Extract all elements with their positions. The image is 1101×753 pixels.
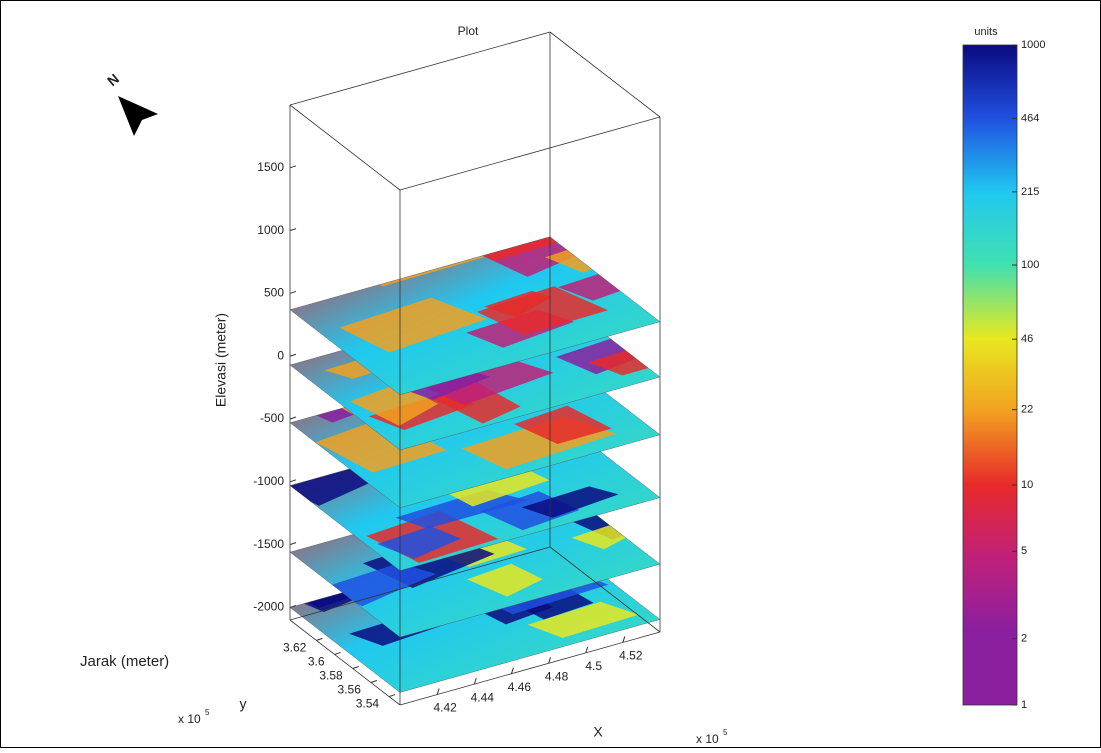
x-multiplier-exp: 5 <box>723 728 728 737</box>
y-multiplier: x 10 <box>178 712 201 726</box>
y-tick-label: 3.58 <box>319 669 343 683</box>
y-tick-label: 3.62 <box>283 641 307 655</box>
y-multiplier-exp: 5 <box>205 708 210 717</box>
colorbar-tick-label: 1000 <box>1021 39 1045 51</box>
colorbar-tick-label: 46 <box>1021 333 1033 345</box>
colorbar-tick-label: 2 <box>1021 633 1027 645</box>
z-tick-label: 1000 <box>257 223 284 237</box>
colorbar-tick-label: 215 <box>1021 186 1039 198</box>
x-tick-label: 4.46 <box>508 680 532 694</box>
x-tick-label: 4.52 <box>619 649 643 663</box>
z-tick-label: -1000 <box>253 474 284 488</box>
chart: Plot Elevasi (meter) Jarak (meter) y X x… <box>0 0 1101 748</box>
y-tick-label: 3.6 <box>308 655 325 669</box>
z-tick-label: 1500 <box>257 160 284 174</box>
colorbar-tick-label: 5 <box>1021 545 1027 557</box>
colorbar-tick-label: 22 <box>1021 404 1033 416</box>
x-tick-label: 4.44 <box>471 690 495 704</box>
z-tick-label: -2000 <box>253 600 284 614</box>
colorbar-tick-label: 1 <box>1021 699 1027 711</box>
z-tick-label: 500 <box>264 286 284 300</box>
y-axis-label: y <box>240 696 247 712</box>
x-tick-label: 4.48 <box>545 669 569 683</box>
z-tick-label: 0 <box>277 348 284 362</box>
x-tick-label: 4.5 <box>585 659 602 673</box>
colorbar-label: units <box>974 26 998 38</box>
colorbar <box>963 45 1017 705</box>
colorbar-tick-label: 100 <box>1021 259 1039 271</box>
x-multiplier: x 10 <box>696 732 719 746</box>
x-tick-label: 4.42 <box>433 701 457 715</box>
colorbar-tick-label: 464 <box>1021 112 1039 124</box>
z-axis-label: Elevasi (meter) <box>213 313 229 407</box>
y-tick-label: 3.56 <box>338 683 362 697</box>
x-axis-label: X <box>593 724 603 740</box>
distance-label: Jarak (meter) <box>80 653 169 670</box>
colorbar-tick-label: 10 <box>1021 479 1033 491</box>
chart-title: Plot <box>458 24 479 38</box>
z-tick-label: -500 <box>260 411 284 425</box>
y-tick-label: 3.54 <box>356 697 380 711</box>
z-tick-label: -1500 <box>253 537 284 551</box>
